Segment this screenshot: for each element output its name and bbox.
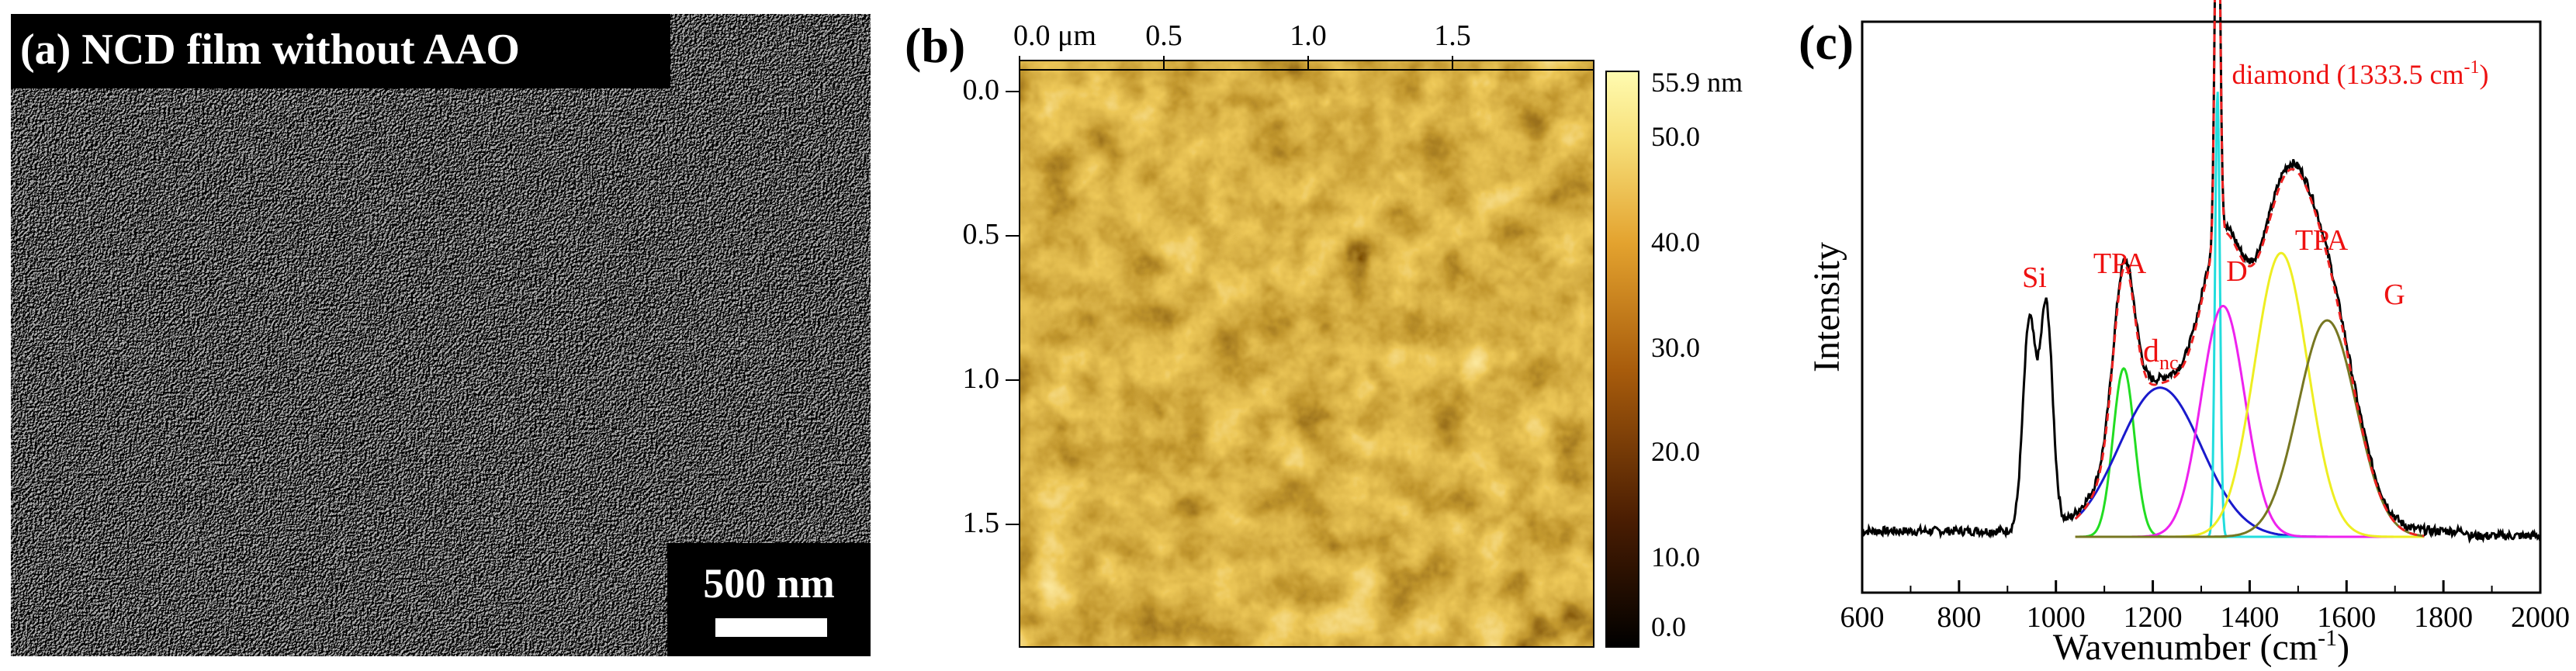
scalebar-label: 500 nm [703,560,835,607]
colorbar-tick-label: 0.0 [1651,611,1686,642]
colorbar-ticks: 55.9 nm 50.0 40.0 30.0 20.0 10.0 0.0 [1651,67,1743,642]
colorbar-tick-label: 50.0 [1651,121,1700,152]
afm-x-tick-label: 1.0 [1290,19,1327,52]
panel-c-label: (c) [1799,15,1854,70]
colorbar-tick-label: 40.0 [1651,227,1700,258]
x-tick-label: 1200 [2124,601,2183,634]
x-axis-ticks: 600 800 1000 1200 1400 1600 1800 2000 [1840,580,2570,634]
colorbar-tick-label: 55.9 nm [1651,67,1743,98]
afm-x-ticks: 0.0 μm 0.5 1.0 1.5 [1013,19,1471,70]
x-tick-label: 800 [1937,601,1981,634]
afm-y-tick-label: 1.0 [963,362,1000,395]
panel-a-label-bg [11,14,670,88]
y-axis-label: Intensity [1806,242,1847,372]
colorbar [1605,71,1639,648]
afm-y-tick-label: 1.5 [963,507,1000,539]
panel-b: (b) 0.0 μm 0.5 1.0 1.5 0.0 0.5 1.0 1.5 55.9 nm… [905,18,1743,648]
annotation-d-band: D [2226,255,2247,288]
afm-x-tick-label: 0.0 μm [1013,19,1096,52]
panel-b-label: (b) [905,18,965,73]
x-tick-label: 1600 [2317,601,2376,634]
x-tick-label: 1000 [2027,601,2086,634]
plot-frame [1861,20,2542,594]
afm-image [1020,61,1594,647]
fit-sum-line [2074,0,2425,538]
annotation-g-band: G [2384,278,2405,311]
annotation-tpa-left: TPA [2093,247,2147,280]
panel-a-label: (a) NCD film without AAO [20,26,520,74]
colorbar-tick-label: 30.0 [1651,332,1700,363]
afm-y-tick-label: 0.5 [963,218,1000,251]
annotation-tpa-right: TPA [2295,224,2349,257]
x-axis-label: Wavenumber (cm-1) [2053,625,2349,668]
afm-x-tick-label: 1.5 [1434,19,1471,52]
panel-a: (a) NCD film without AAO 500 nm [11,14,871,656]
scalebar-box [667,543,871,656]
annotation-si: Si [2022,261,2047,294]
panel-c: (c) 600 800 1000 1200 1400 1600 1800 2000 Inten… [1799,0,2570,668]
x-tick-label: 2000 [2511,601,2570,634]
colorbar-tick-label: 10.0 [1651,541,1700,572]
afm-y-ticks: 0.0 0.5 1.0 1.5 [963,74,1020,539]
x-tick-label: 1400 [2220,601,2279,634]
colorbar-tick-label: 20.0 [1651,436,1700,467]
scalebar [715,618,827,637]
x-tick-label: 600 [1840,601,1885,634]
annotation-diamond: diamond (1333.5 cm-1) [2232,57,2489,90]
afm-frame [1019,60,1594,648]
x-tick-label: 1800 [2414,601,2473,634]
afm-x-tick-label: 0.5 [1145,19,1182,52]
afm-y-tick-label: 0.0 [963,74,1000,106]
annotation-dnc: dnc [2143,334,2179,374]
